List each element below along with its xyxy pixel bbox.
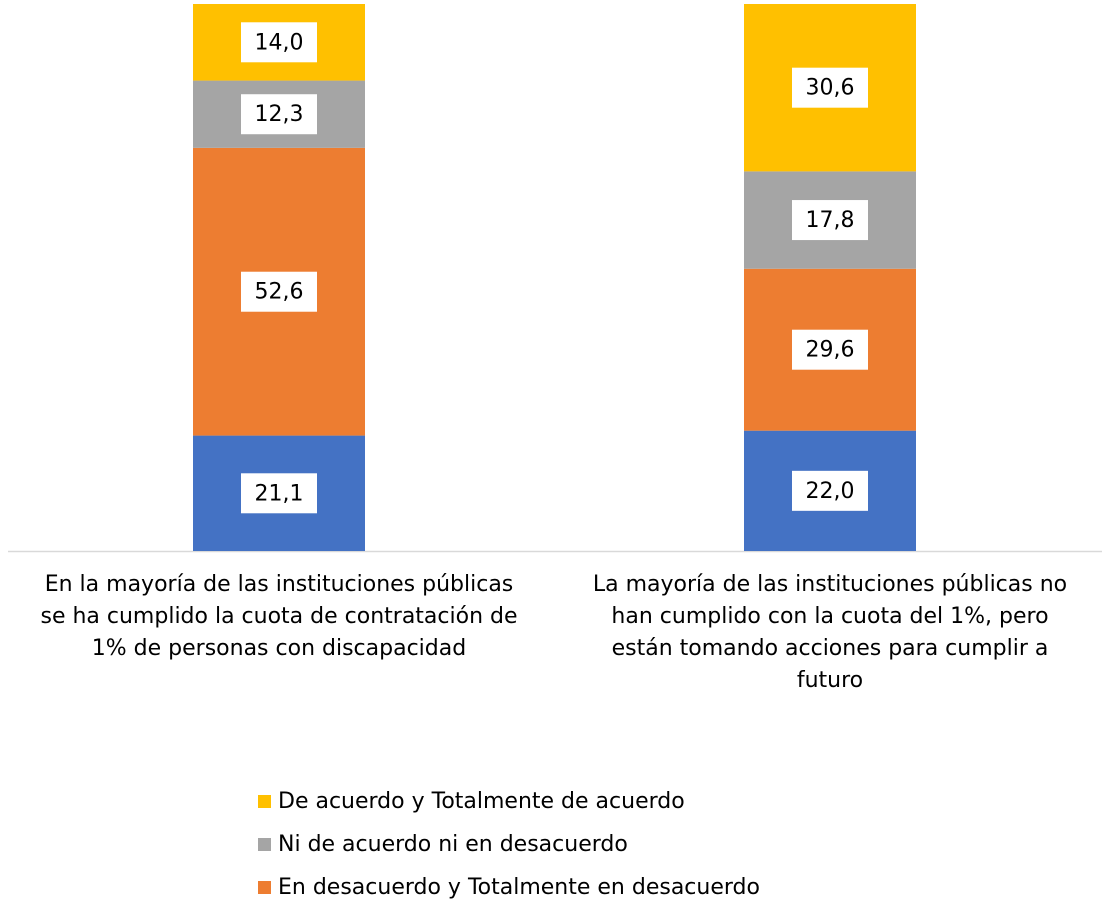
data-label-box (241, 94, 317, 135)
data-label: 14,0 (255, 30, 304, 55)
x-tick-label: La mayoría de las instituciones públicas… (592, 572, 1068, 693)
legend-swatch (258, 838, 271, 851)
legend-swatch (258, 795, 271, 808)
data-label-box (792, 329, 868, 370)
x-tick-label: En la mayoría de las instituciones públi… (40, 572, 518, 661)
data-label: 22,0 (806, 479, 855, 504)
legend-label: Ni de acuerdo ni en desacuerdo (278, 832, 628, 857)
legend-label: En desacuerdo y Totalmente en desacuerdo (278, 875, 760, 900)
data-label: 17,8 (806, 208, 855, 233)
data-label-box (241, 271, 317, 312)
data-label-box (792, 67, 868, 108)
data-label-box (241, 22, 317, 63)
data-label-box (792, 470, 868, 511)
data-label: 29,6 (806, 338, 855, 363)
data-label: 21,1 (255, 481, 304, 506)
data-label: 52,6 (255, 280, 304, 305)
data-label: 12,3 (255, 102, 304, 127)
legend-label: De acuerdo y Totalmente de acuerdo (278, 789, 685, 814)
data-label-box (792, 200, 868, 241)
data-label: 30,6 (806, 76, 855, 101)
legend-swatch (258, 881, 271, 894)
data-label-box (241, 473, 317, 514)
